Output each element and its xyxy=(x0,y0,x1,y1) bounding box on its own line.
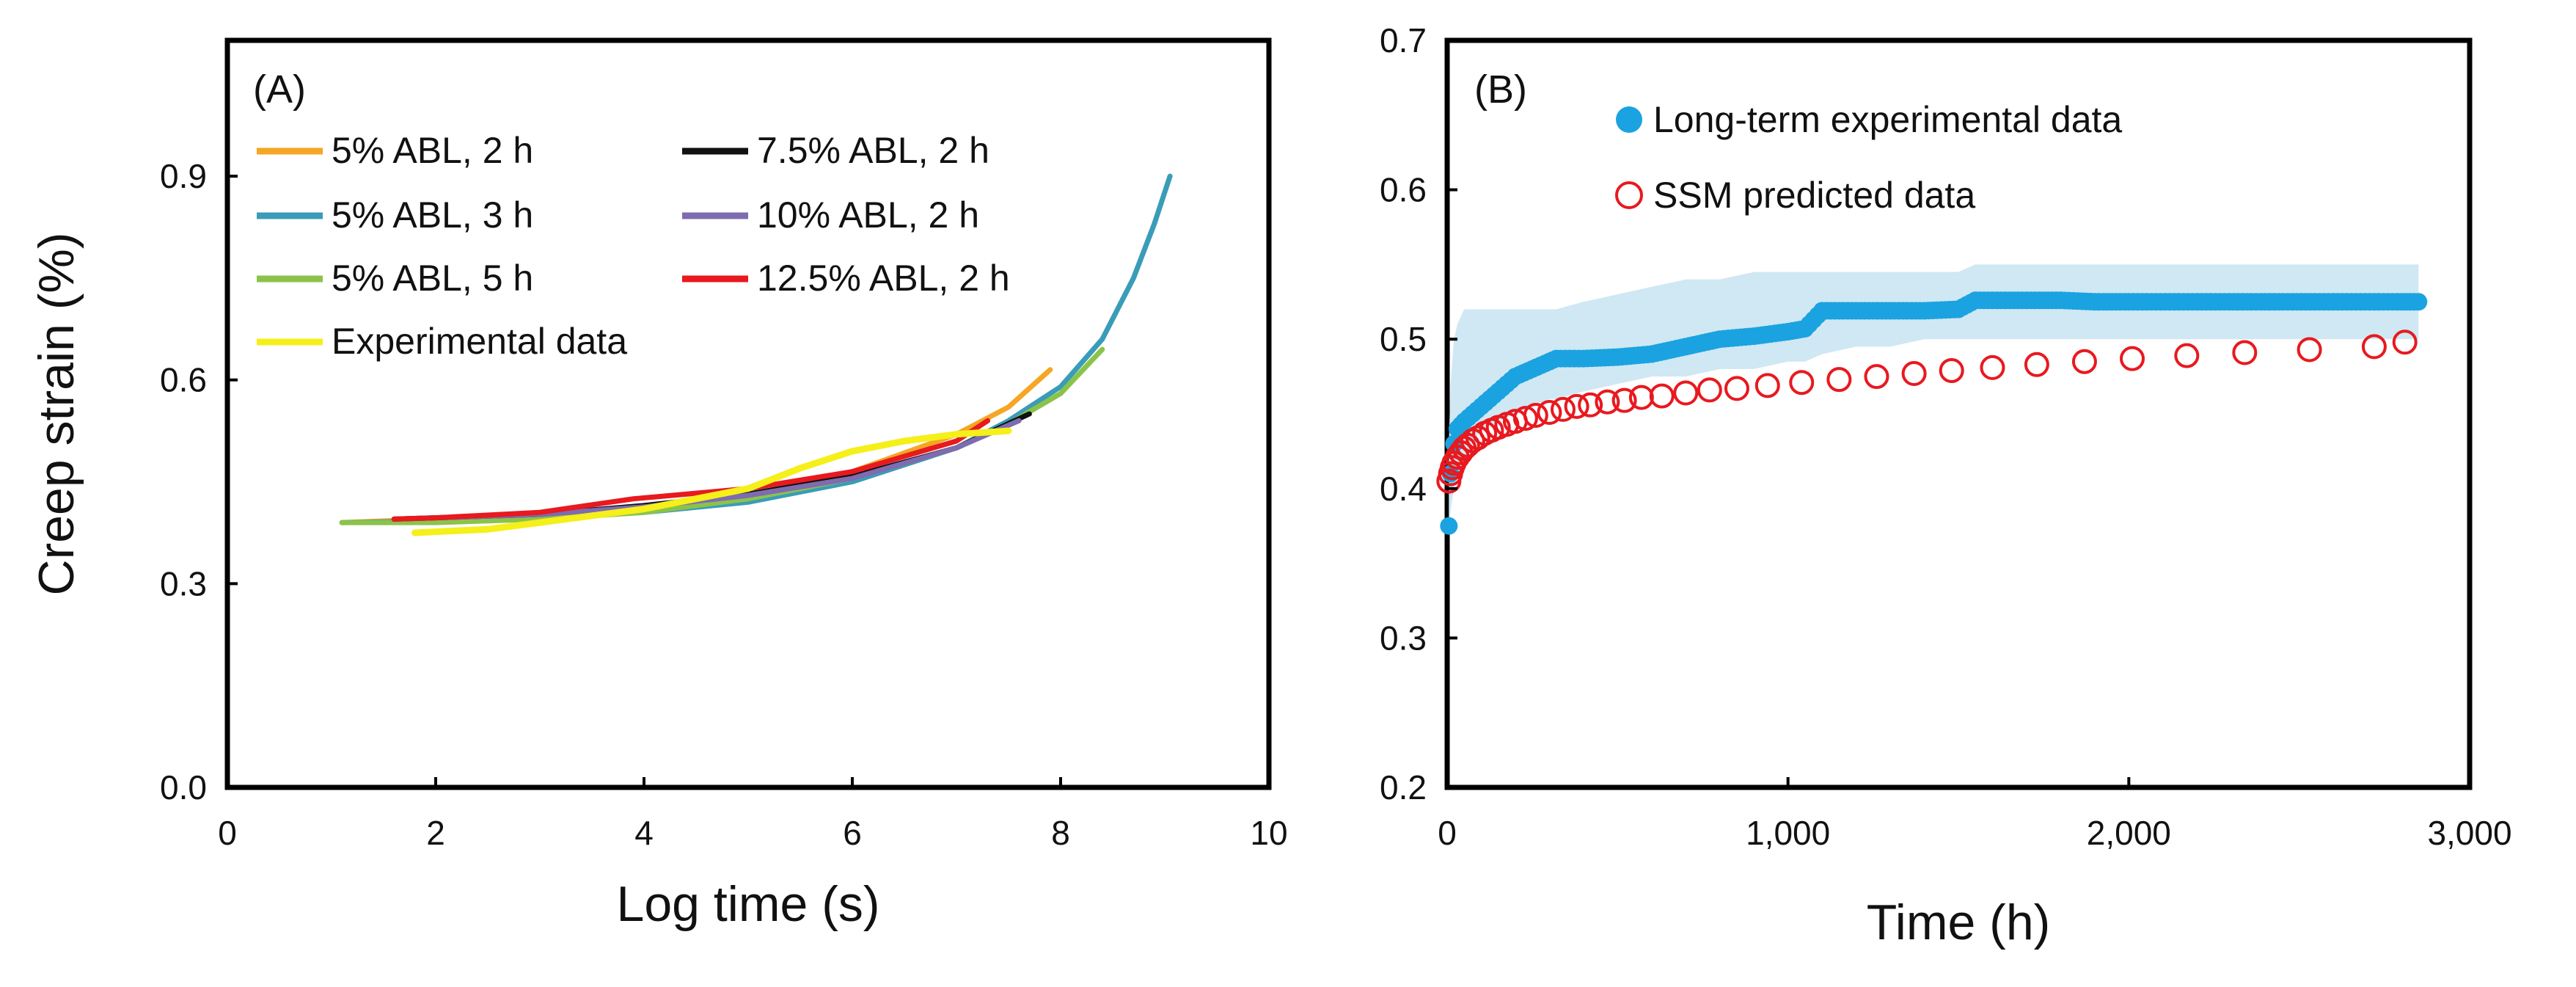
data-point xyxy=(2071,349,2097,374)
y-tick-label: 0.5 xyxy=(1380,320,1427,358)
x-tick-label: 3,000 xyxy=(2427,814,2511,852)
y-tick-label: 0.9 xyxy=(160,157,207,195)
legend-marker xyxy=(1615,181,1643,209)
plot-area-b xyxy=(1444,37,2473,790)
panel-label-b: (B) xyxy=(1474,68,1527,112)
data-point xyxy=(2361,334,2387,360)
x-tick-label: 0 xyxy=(218,814,237,852)
x-tick-label: 8 xyxy=(1051,814,1070,852)
data-point xyxy=(1537,399,1562,425)
data-point xyxy=(1550,396,1576,422)
data-point xyxy=(1523,403,1548,429)
legend-entry: SSM predicted data xyxy=(1653,175,1975,216)
data-point xyxy=(1578,392,1603,418)
legend-entry: Experimental data xyxy=(332,321,627,362)
x-tick-label: 6 xyxy=(843,814,862,852)
x-tick-label: 2,000 xyxy=(2087,814,2171,852)
data-point xyxy=(2297,337,2322,363)
data-point xyxy=(1754,373,1780,398)
data-point xyxy=(1673,380,1699,406)
series-line xyxy=(391,418,991,522)
data-point xyxy=(1595,389,1620,415)
data-point xyxy=(2024,352,2049,377)
legend-entry: 5% ABL, 2 h xyxy=(332,130,533,171)
data-point xyxy=(1980,354,2005,380)
panel-label-a: (A) xyxy=(253,68,306,112)
x-tick-label: 0 xyxy=(1438,814,1457,852)
legend-entry: 5% ABL, 5 h xyxy=(332,258,533,299)
y-tick-label: 0.0 xyxy=(160,768,207,806)
y-tick-label: 0.3 xyxy=(1380,619,1427,657)
y-axis-label-a: Creep strain (%) xyxy=(29,232,84,595)
x-tick-label: 2 xyxy=(426,814,445,852)
data-point xyxy=(1564,393,1589,419)
y-tick-label: 0.4 xyxy=(1380,470,1427,508)
x-tick-label: 4 xyxy=(634,814,654,852)
legend-entry: Long-term experimental data xyxy=(1653,99,2122,140)
legend-marker xyxy=(1616,106,1642,133)
data-point xyxy=(2119,346,2145,371)
data-point xyxy=(1901,361,1927,387)
plot-area-a xyxy=(224,37,1272,790)
data-point xyxy=(1826,367,1852,393)
error-band xyxy=(1449,264,2419,533)
chart-panel-a: 0 2 4 6 8 10 0.0 0.3 0.6 0.9 (A) 5% ABL, 2 h 5% AB… xyxy=(29,37,1288,932)
data-point xyxy=(2392,329,2418,355)
data-point xyxy=(1939,357,1964,383)
legend-entry: 12.5% ABL, 2 h xyxy=(757,258,1010,299)
x-axis-label-b: Time (h) xyxy=(1867,895,2051,950)
legend-entry: 5% ABL, 3 h xyxy=(332,194,533,236)
data-point xyxy=(1724,376,1749,401)
data-point xyxy=(1789,370,1815,396)
y-tick-label: 0.3 xyxy=(160,564,207,602)
data-point xyxy=(1512,406,1538,431)
data-point xyxy=(2174,343,2200,368)
data-point xyxy=(2232,340,2258,365)
y-tick-label: 0.6 xyxy=(1380,171,1427,209)
data-point xyxy=(1697,377,1722,403)
data-point xyxy=(1864,364,1889,390)
data-point xyxy=(1611,387,1637,413)
data-point xyxy=(1440,517,1458,535)
y-tick-label: 0.6 xyxy=(160,361,207,399)
y-tick-label: 0.7 xyxy=(1380,21,1427,59)
chart-panel-b: 0 1,000 2,000 3,000 0.2 0.3 0.4 0.5 0.6 0.7 (B) L… xyxy=(1380,21,2512,950)
legend-entry: 10% ABL, 2 h xyxy=(757,194,979,236)
y-tick-label: 0.2 xyxy=(1380,768,1427,806)
x-tick-label: 1,000 xyxy=(1746,814,1830,852)
data-point xyxy=(2409,293,2428,311)
x-tick-label: 10 xyxy=(1250,814,1287,852)
data-point xyxy=(1465,425,1490,451)
legend-entry: 7.5% ABL, 2 h xyxy=(757,130,989,171)
x-axis-label-a: Log time (s) xyxy=(617,876,880,932)
series-line xyxy=(411,427,1012,536)
data-point xyxy=(1649,383,1675,409)
